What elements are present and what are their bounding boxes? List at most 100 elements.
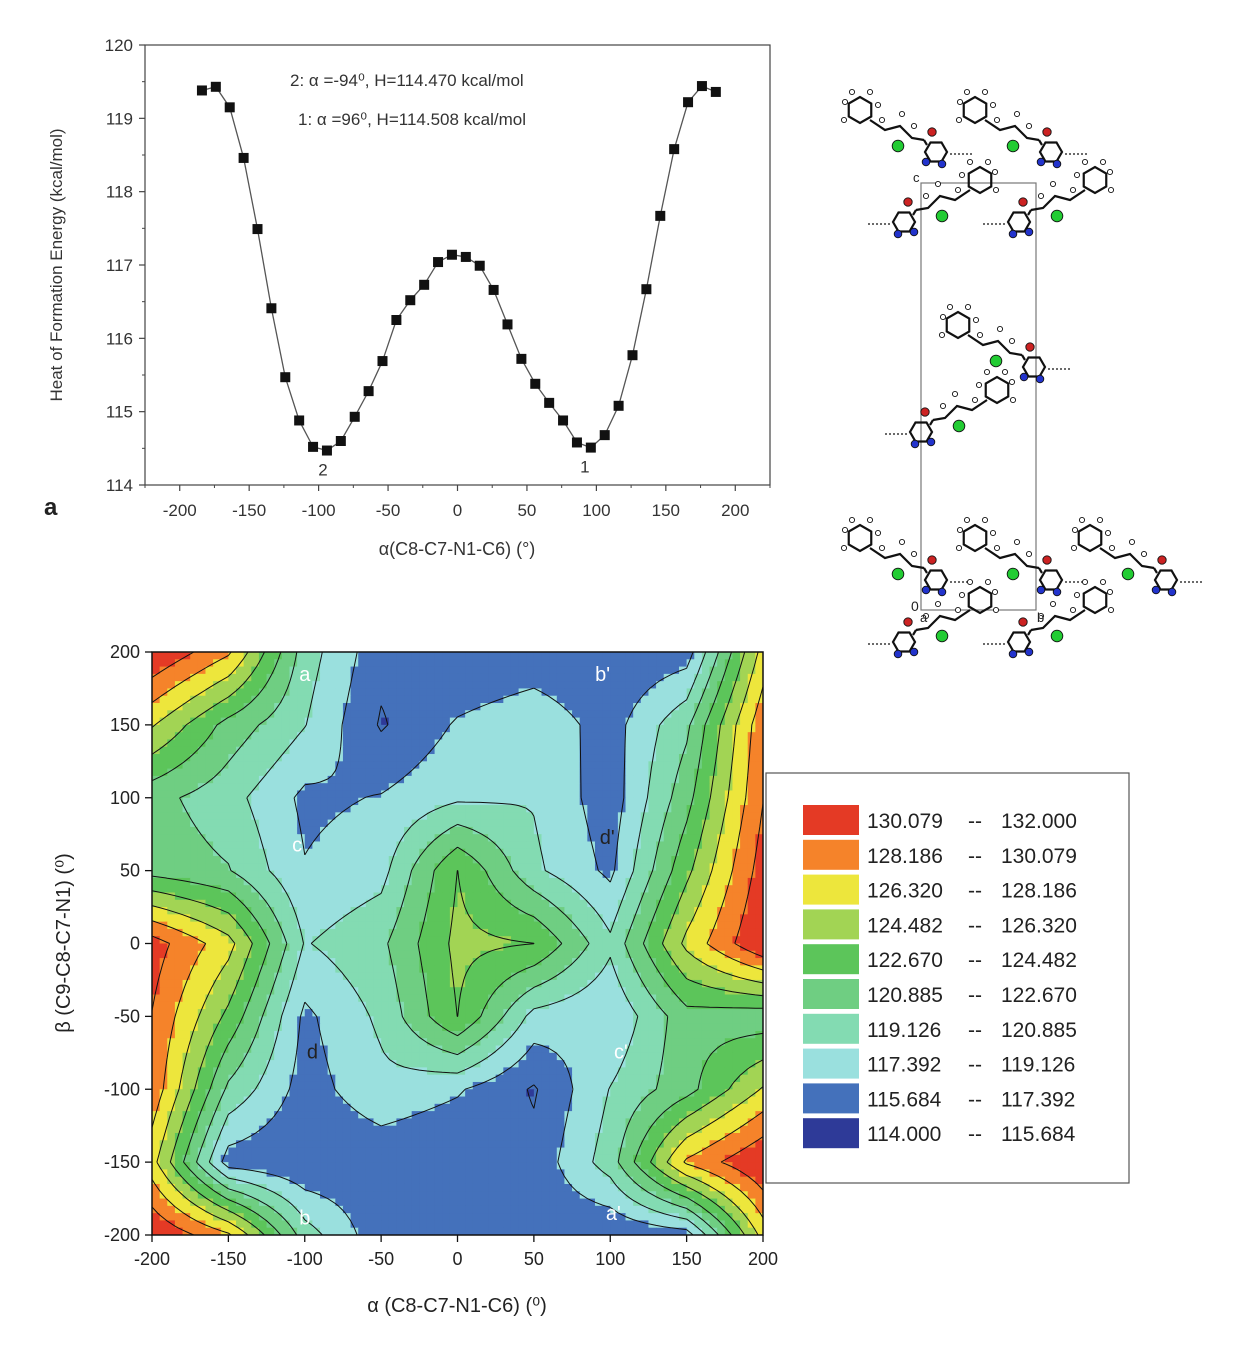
contour-cell — [694, 958, 703, 966]
contour-cell — [266, 666, 275, 675]
contour-cell — [449, 892, 459, 901]
contour-cell — [365, 1045, 375, 1054]
contour-cell — [236, 717, 245, 726]
contour-cell — [404, 673, 413, 682]
contour-cell — [457, 732, 466, 741]
contour-cell — [213, 863, 222, 872]
contour-cell — [442, 1089, 451, 1098]
contour-cell — [556, 899, 566, 908]
contour-cell — [411, 659, 420, 668]
contour-cell — [426, 958, 436, 966]
contour-cell — [350, 710, 359, 719]
contour-cell — [213, 761, 222, 770]
contour-cell — [648, 870, 657, 879]
contour-cell — [365, 1023, 375, 1032]
contour-cell — [167, 819, 176, 828]
contour-cell — [236, 746, 245, 755]
contour-cell — [159, 703, 168, 711]
contour-cell — [358, 965, 367, 974]
contour-cell — [549, 1052, 558, 1061]
contour-cell — [442, 746, 451, 755]
contour-cell — [358, 754, 367, 762]
contour-cell — [503, 921, 512, 930]
contour-cell — [480, 666, 489, 675]
contour-cell — [190, 783, 199, 792]
contour-cell — [732, 739, 741, 748]
contour-cell — [289, 979, 298, 988]
contour-cell — [755, 979, 763, 988]
contour-cell — [755, 783, 763, 792]
contour-cell — [610, 921, 619, 930]
contour-cell — [335, 695, 344, 704]
contour-cell — [648, 834, 657, 843]
contour-cell — [266, 950, 275, 959]
contour-cell — [587, 819, 596, 828]
contour-cell — [236, 1030, 245, 1039]
contour-cell — [342, 1067, 352, 1076]
contour-cell — [549, 899, 558, 908]
contour-cell — [205, 856, 214, 864]
contour-cell — [671, 746, 680, 755]
line-chart-series — [201, 85, 717, 452]
line-chart-ticks: -200 -150 -100 -50 0 50 100 150 2001141151161171… — [105, 36, 771, 520]
contour-cell — [549, 885, 558, 894]
contour-cell — [190, 826, 199, 835]
contour-cell — [663, 987, 672, 996]
contour-cell — [717, 841, 726, 850]
contour-cell — [594, 834, 604, 843]
contour-cell — [442, 695, 451, 704]
contour-cell — [312, 761, 321, 770]
contour-cell — [274, 907, 283, 915]
contour-cell — [152, 688, 161, 697]
contour-cell — [449, 1067, 459, 1076]
contour-cell — [488, 943, 497, 952]
contour-cell — [388, 914, 397, 923]
contour-cell — [228, 1038, 237, 1047]
contour-cell — [342, 1074, 352, 1083]
contour-cell — [510, 659, 520, 668]
contour-cell — [434, 695, 443, 704]
y-tick-label: 115 — [106, 403, 133, 422]
contour-cell — [426, 805, 436, 813]
contour-cell — [755, 856, 763, 864]
contour-cell — [281, 783, 291, 792]
contour-cell — [717, 652, 726, 660]
contour-cell — [472, 754, 482, 762]
contour-cell — [503, 1016, 512, 1025]
contour-cell — [709, 695, 718, 704]
contour-cell — [495, 652, 504, 660]
contour-cell — [457, 812, 466, 821]
contour-cell — [381, 1001, 390, 1010]
contour-cell — [396, 863, 405, 872]
contour-cell — [320, 746, 329, 755]
contour-cell — [656, 1038, 665, 1047]
contour-cell — [396, 819, 405, 828]
contour-cell — [243, 1030, 252, 1039]
contour-cell — [335, 936, 344, 945]
contour-cell — [625, 695, 634, 704]
contour-cell — [449, 739, 459, 748]
contour-cell — [732, 936, 741, 945]
contour-cell — [701, 695, 711, 704]
contour-cell — [182, 666, 191, 675]
contour-cell — [251, 768, 260, 777]
contour-cell — [541, 965, 550, 974]
contour-cell — [671, 1016, 680, 1025]
contour-cell — [350, 805, 359, 813]
contour-cell — [297, 746, 306, 755]
contour-cell — [640, 775, 650, 784]
contour-cell — [717, 950, 726, 959]
contour-cell — [182, 775, 191, 784]
contour-cell — [174, 972, 184, 981]
contour-cell — [495, 936, 504, 945]
contour-cell — [663, 710, 672, 719]
contour-cell — [197, 768, 207, 777]
contour-cell — [388, 885, 397, 894]
contour-cell — [510, 652, 520, 660]
contour-cell — [419, 1045, 428, 1054]
contour-cell — [236, 1045, 245, 1054]
contour-cell — [633, 1045, 642, 1054]
contour-cell — [312, 936, 321, 945]
contour-cell — [510, 943, 520, 952]
contour-cell — [694, 1060, 703, 1068]
